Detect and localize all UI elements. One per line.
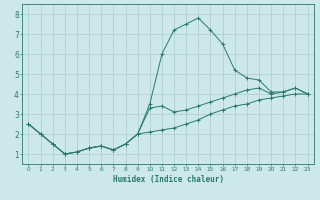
X-axis label: Humidex (Indice chaleur): Humidex (Indice chaleur) bbox=[113, 175, 223, 184]
